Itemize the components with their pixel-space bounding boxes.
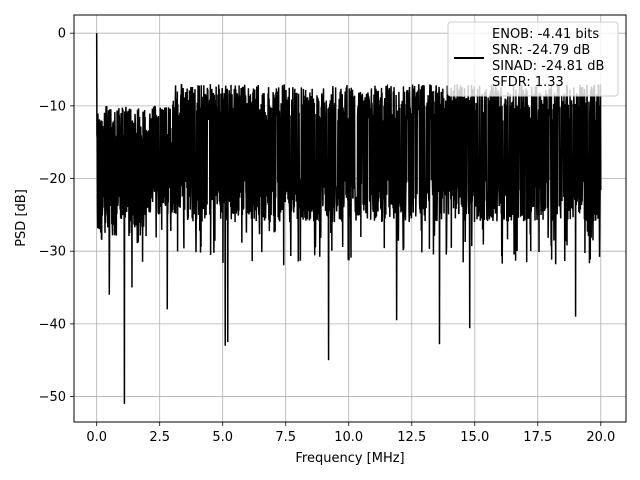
legend-enob: ENOB: -4.41 bits [492,27,599,42]
legend-sinad: SINAD: -24.81 dB [492,59,604,74]
y-tick-label: −40 [39,317,66,332]
x-tick-label: 2.5 [149,430,170,445]
x-tick-label: 20.0 [586,430,615,445]
x-axis: 0.0 2.5 5.0 7.5 10.0 12.5 15.0 17.5 20.0 [86,422,615,445]
y-tick-label: −20 [39,172,66,187]
y-tick-label: −30 [39,245,66,260]
x-tick-label: 7.5 [275,430,296,445]
psd-series-line [95,33,602,404]
x-tick-label: 12.5 [397,430,426,445]
x-tick-label: 15.0 [460,430,489,445]
y-axis: 0 −10 −20 −30 −40 −50 [39,27,74,405]
x-tick-label: 5.0 [212,430,233,445]
legend-sfdr: SFDR: 1.33 [492,75,564,90]
legend-snr: SNR: -24.79 dB [492,43,590,58]
x-tick-label: 0.0 [86,430,107,445]
y-tick-label: −10 [39,99,66,114]
axes-frame [73,14,627,423]
y-tick-label: 0 [58,27,66,42]
x-axis-label: Frequency [MHz] [295,451,404,466]
series-group [95,33,602,404]
legend: ENOB: -4.41 bits SNR: -24.79 dB SINAD: -… [447,21,619,97]
legend-box [447,21,619,97]
plot-area [95,33,602,404]
x-tick-label: 10.0 [334,430,363,445]
y-tick-label: −50 [39,390,66,405]
x-tick-label: 17.5 [523,430,552,445]
y-axis-label: PSD [dB] [14,189,29,247]
